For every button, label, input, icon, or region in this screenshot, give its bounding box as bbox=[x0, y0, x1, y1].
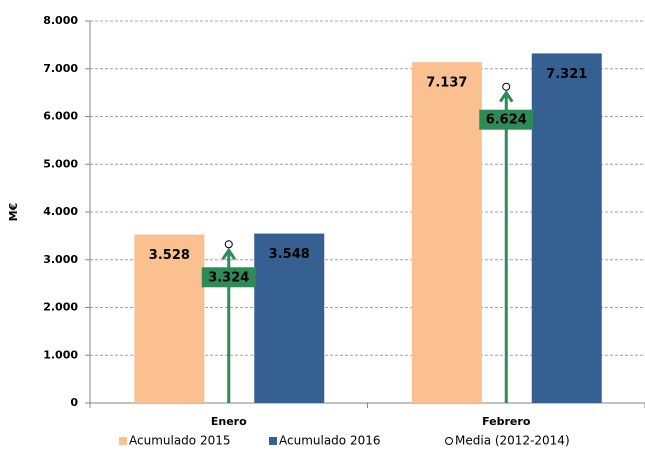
x-tick-label: Enero bbox=[211, 415, 247, 428]
label-box bbox=[479, 109, 534, 130]
y-tick-label: 6.000 bbox=[43, 110, 78, 123]
y-tick-label: 8.000 bbox=[43, 14, 78, 27]
y-tick-label: 7.000 bbox=[43, 62, 78, 75]
y-tick-label: 4.000 bbox=[43, 205, 78, 218]
bar bbox=[411, 62, 482, 403]
marker bbox=[224, 240, 233, 249]
arrow-head bbox=[499, 89, 514, 103]
y-tick-label: 5.000 bbox=[43, 157, 78, 170]
data-label: 3.324 bbox=[208, 270, 249, 285]
label-box bbox=[201, 267, 256, 288]
arrow-head bbox=[221, 247, 236, 261]
legend-marker bbox=[119, 437, 127, 445]
data-label: 6.624 bbox=[486, 113, 527, 128]
y-tick-label: 1.000 bbox=[43, 348, 78, 361]
y-tick-label: 2.000 bbox=[43, 301, 78, 314]
bar bbox=[134, 234, 205, 403]
y-axis-label: M€ bbox=[7, 203, 20, 222]
marker bbox=[502, 82, 511, 91]
y-tick-label: 0 bbox=[70, 396, 78, 409]
bar bbox=[531, 53, 602, 404]
data-label: 7.137 bbox=[426, 76, 467, 91]
legend-marker bbox=[445, 437, 453, 445]
legend-label: Acumulado 2015 bbox=[129, 434, 231, 448]
legend-marker bbox=[269, 437, 277, 445]
data-label: 7.321 bbox=[546, 67, 587, 82]
data-label: 3.548 bbox=[269, 247, 310, 262]
legend-label: Media (2012-2014) bbox=[455, 434, 570, 448]
data-label: 3.528 bbox=[149, 248, 190, 263]
x-tick-label: Febrero bbox=[482, 415, 531, 428]
y-tick-label: 3.000 bbox=[43, 253, 78, 266]
bar bbox=[254, 233, 325, 403]
legend-label: Acumulado 2016 bbox=[279, 434, 381, 448]
